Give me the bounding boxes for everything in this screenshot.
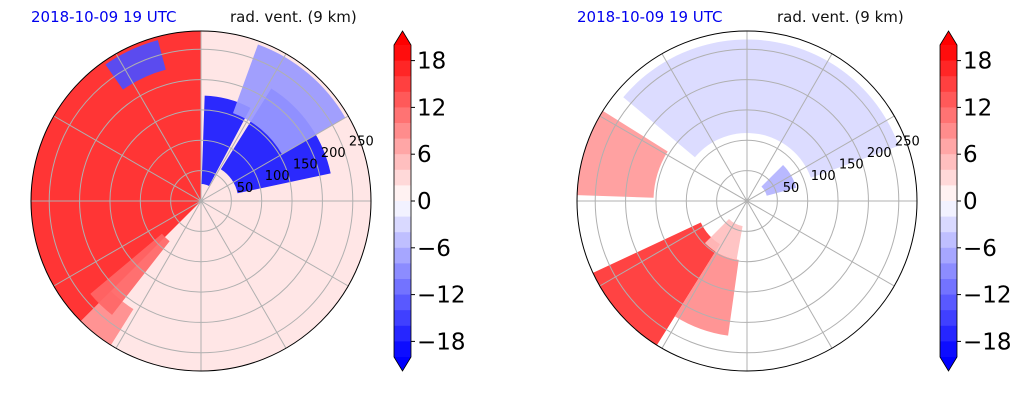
colorbar-level [394,60,411,77]
colorbar-level [940,123,957,140]
colorbar-tick-label: −12 [963,283,1012,309]
panel-time-label: 2018-10-09 19 UTC [577,8,723,26]
field-region [105,40,166,90]
colorbar-outline [393,30,412,372]
colorbar-level [394,45,411,62]
colorbar-tick-label: 18 [963,49,992,75]
colorbar-level [940,263,957,280]
colorbar-tick-label: −6 [963,236,997,262]
colorbar-tick-label: 0 [417,189,432,215]
range-tick-label: 150 [293,158,318,173]
colorbar-level [394,325,411,342]
colorbar-level [940,107,957,124]
range-tick-label: 100 [811,169,836,184]
colorbar-level [394,91,411,108]
colorbar-tick-label: 6 [417,142,432,168]
range-tick-label: 200 [321,146,346,161]
field-region [674,251,739,336]
field-region [232,44,346,155]
colorbar-level [394,154,411,171]
colorbar-level [394,341,411,358]
colorbar-level [940,138,957,155]
colorbar-level [394,294,411,311]
colorbar-level [940,232,957,249]
colorbar-level [940,76,957,93]
colorbar-level [940,341,957,358]
colorbar-tick-label: 6 [963,142,978,168]
colorbar-level [940,216,957,233]
field-region [592,222,720,346]
colorbar-level [394,169,411,186]
range-tick-label: 250 [895,134,920,149]
colorbar-level [940,310,957,327]
colorbar-tick-label: −18 [417,329,466,355]
colorbar-level [940,154,957,171]
colorbar-level [940,201,957,218]
colorbar-level [394,185,411,202]
range-tick-label: 150 [839,158,864,173]
plot-frame [576,30,918,372]
colorbar-tick-label: 12 [963,95,992,121]
field-region [704,219,743,260]
colorbar-level [394,76,411,93]
range-tick-label: 100 [265,169,290,184]
field-region [31,31,201,322]
panel-time-label: 2018-10-09 19 UTC [31,8,177,26]
colorbar-level [394,107,411,124]
field-region [80,291,134,346]
range-tick-label: 50 [237,181,254,196]
colorbar-tick-label: −12 [417,283,466,309]
range-tick-label: 250 [349,134,374,149]
colorbar-level [394,232,411,249]
colorbar-tick-label: −6 [417,236,451,262]
colorbar-level [394,201,411,218]
range-tick-label: 50 [783,181,800,196]
colorbar-level [940,60,957,77]
panel-field-label: rad. vent. (9 km) [777,8,904,26]
colorbar-level [394,247,411,264]
colorbar-level [394,310,411,327]
colorbar-level [940,294,957,311]
colorbar-level [940,169,957,186]
plot-frame [30,30,372,372]
radial-spoke [599,115,895,287]
field-shading [31,31,371,371]
field-region [90,233,170,315]
colorbar-level [940,279,957,296]
colorbar-top-arrow [394,31,411,45]
colorbar-tick-label: −18 [963,329,1012,355]
colorbar-level [394,138,411,155]
colorbar-tick-label: 12 [417,95,446,121]
panel-field-label: rad. vent. (9 km) [230,8,357,26]
range-tick-label: 200 [867,146,892,161]
radial-spoke [53,115,349,287]
colorbar-level [394,279,411,296]
colorbar-level [394,263,411,280]
colorbar-outline [939,30,958,372]
colorbar-tick-label: 0 [963,189,978,215]
colorbar-bottom-arrow [940,357,957,371]
field-region [577,110,668,198]
colorbar-level [940,91,957,108]
colorbar-level [940,325,957,342]
colorbar-level [394,216,411,233]
colorbar-bottom-arrow [394,357,411,371]
colorbar-level [940,247,957,264]
colorbar-tick-label: 18 [417,49,446,75]
panel-right: 2018-10-09 19 UTC rad. vent. (9 km) 50 10… [546,0,1028,401]
panel-left: 2018-10-09 19 UTC rad. vent. (9 km) 50 10… [30,8,466,372]
colorbar-level [940,45,957,62]
colorbar-level [940,185,957,202]
colorbar-level [394,123,411,140]
colorbar-top-arrow [940,31,957,45]
